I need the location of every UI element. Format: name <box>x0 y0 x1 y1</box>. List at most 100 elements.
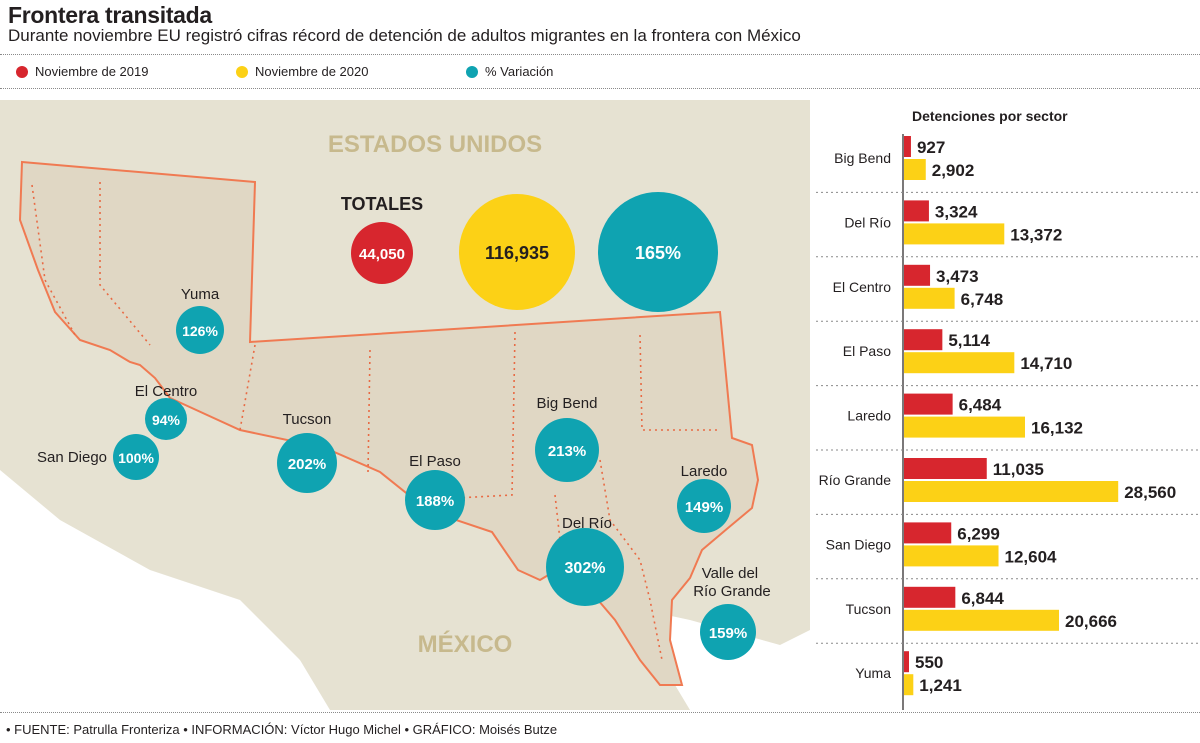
bar-category-label: Yuma <box>855 665 891 681</box>
sector-pct-el-centro: 94% <box>152 412 181 428</box>
legend-dot-icon <box>16 65 28 78</box>
bar-2019 <box>904 136 911 157</box>
sector-pct-el-paso: 188% <box>416 493 454 510</box>
bar-chart: Detenciones por sector Big Bend 927 2,902 D… <box>816 108 1200 710</box>
sector-bubble-el-centro <box>145 398 187 440</box>
bar-value-label: 14,710 <box>1020 354 1072 373</box>
bar-2019 <box>904 393 953 415</box>
bar-2020 <box>904 545 999 567</box>
legend-item-variacion: % Variación <box>466 64 553 79</box>
sector-pct-yuma: 126% <box>182 323 218 339</box>
state-lines <box>31 182 720 661</box>
bar-2019 <box>904 264 931 286</box>
bar-category-label: San Diego <box>826 536 892 552</box>
sector-name-laredo: Laredo <box>681 463 728 480</box>
bar-category-label: El Paso <box>843 343 891 359</box>
total-2019-value: 44,050 <box>359 246 405 263</box>
sector-bubble-el-paso <box>405 470 465 530</box>
bar-rows: Big Bend 927 2,902 Del Río 3,324 13,372 El Cen… <box>816 136 1200 696</box>
sector-name-el-centro: El Centro <box>135 383 198 400</box>
sector-bubble-valle-rio-grande <box>700 604 756 660</box>
bar-2020 <box>904 481 1119 502</box>
bar-category-label: Río Grande <box>819 472 892 488</box>
source-credits: • FUENTE: Patrulla Fronteriza • INFORMAC… <box>6 722 558 737</box>
bar-value-label: 2,902 <box>932 161 975 180</box>
legend-dot-icon <box>236 65 248 78</box>
bar-value-label: 550 <box>915 653 943 672</box>
bar-category-label: El Centro <box>833 279 892 295</box>
bar-value-label: 12,604 <box>1005 547 1058 566</box>
total-variation-bubble <box>598 192 718 312</box>
sector-name-valle-a: Valle del <box>702 565 758 582</box>
chart-title: Frontera transitada <box>8 2 212 28</box>
sector-pct-tucson: 202% <box>288 456 326 473</box>
bar-value-label: 3,324 <box>935 202 978 221</box>
bar-value-label: 20,666 <box>1065 612 1117 631</box>
chart-subtitle: Durante noviembre EU registró cifras réc… <box>8 26 801 45</box>
sector-bubble-del-rio <box>546 528 624 606</box>
bar-2020 <box>904 352 1015 374</box>
bar-category-label: Big Bend <box>834 150 891 166</box>
sector-bubble-laredo <box>677 479 731 533</box>
legend-item-2019: Noviembre de 2019 <box>16 64 148 79</box>
sector-name-big-bend: Big Bend <box>537 395 598 412</box>
bar-2020 <box>904 416 1025 438</box>
sector-bubble-yuma <box>176 306 224 354</box>
sector-name-el-paso: El Paso <box>409 453 461 470</box>
bar-category-label: Laredo <box>847 408 891 424</box>
legend-dot-icon <box>466 65 478 78</box>
bar-2019 <box>904 651 909 673</box>
sector-bubble-san-diego <box>113 434 159 480</box>
divider-top <box>0 54 1200 55</box>
sector-name-del-rio: Del Río <box>562 515 612 532</box>
total-2020-bubble <box>459 194 575 310</box>
bar-value-label: 16,132 <box>1031 419 1083 438</box>
sector-pct-san-diego: 100% <box>118 450 154 466</box>
sector-bubble-big-bend <box>535 418 599 482</box>
divider-legend <box>0 88 1200 89</box>
sector-name-yuma: Yuma <box>181 286 220 303</box>
bar-2020 <box>904 674 914 696</box>
legend-label: % Variación <box>485 64 554 79</box>
legend-label: Noviembre de 2019 <box>35 64 149 79</box>
bar-value-label: 1,241 <box>919 676 962 695</box>
baja-peninsula <box>160 500 360 710</box>
bar-2019 <box>904 458 987 479</box>
sector-name-san-diego: San Diego <box>37 449 107 466</box>
bar-2020 <box>904 287 955 309</box>
total-2020-value: 116,935 <box>485 243 549 263</box>
bar-value-label: 11,035 <box>993 460 1044 479</box>
bar-value-label: 6,299 <box>957 524 1000 543</box>
sector-pct-laredo: 149% <box>685 499 723 516</box>
bar-2019 <box>904 586 956 608</box>
pacific-water <box>0 470 340 710</box>
bar-value-label: 927 <box>917 138 945 157</box>
sector-pct-valle-rio-grande: 159% <box>709 625 747 642</box>
sector-name-tucson: Tucson <box>283 411 332 428</box>
country-label-mx: MÉXICO <box>418 630 513 658</box>
bar-value-label: 5,114 <box>948 331 990 350</box>
bar-value-label: 3,473 <box>936 267 979 286</box>
divider-bottom <box>0 712 1200 713</box>
totals-label: TOTALES <box>341 194 423 214</box>
bar-value-label: 6,748 <box>961 290 1004 309</box>
bar-2020 <box>904 223 1005 245</box>
bar-2019 <box>904 329 943 351</box>
bar-value-label: 6,844 <box>961 589 1004 608</box>
bar-2020 <box>904 159 926 180</box>
bar-value-label: 6,484 <box>959 396 1002 415</box>
legend-label: Noviembre de 2020 <box>255 64 369 79</box>
sector-bubble-tucson <box>277 433 337 493</box>
country-label-us: ESTADOS UNIDOS <box>328 131 542 158</box>
sector-name-valle-b: Río Grande <box>693 583 771 600</box>
bar-value-label: 13,372 <box>1010 225 1062 244</box>
bar-value-label: 28,560 <box>1124 483 1176 502</box>
sector-pct-del-rio: 302% <box>565 560 606 577</box>
total-2019-bubble <box>351 222 413 284</box>
total-variation-value: 165% <box>635 243 681 263</box>
border-map: ESTADOS UNIDOS MÉXICO TOTALES 44,050 116… <box>0 100 810 710</box>
bar-2020 <box>904 609 1059 631</box>
legend-item-2020: Noviembre de 2020 <box>236 64 368 79</box>
bar-2019 <box>904 522 952 544</box>
sector-name-valle-line1: Valle del Río Grande <box>693 565 771 600</box>
